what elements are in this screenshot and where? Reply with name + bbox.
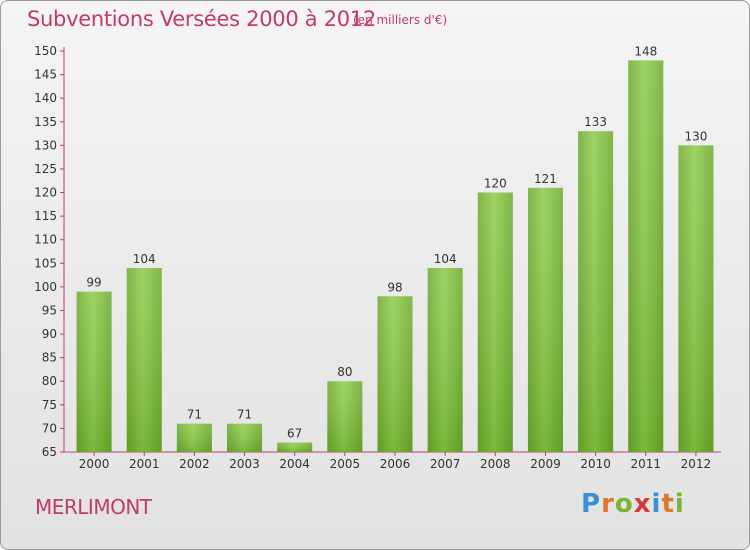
logo-letter: x	[633, 489, 652, 519]
y-tick-label: 135	[34, 115, 57, 129]
data-label: 98	[387, 280, 402, 294]
bar-shade-2000	[76, 291, 112, 452]
chart-title: Subventions Versées 2000 à 2012	[27, 7, 376, 31]
bar-shade-2009	[527, 187, 563, 452]
x-tick-label: 2012	[681, 457, 712, 471]
logo-letter: P	[581, 489, 602, 519]
data-label: 104	[133, 252, 156, 266]
y-tick-label: 120	[34, 186, 57, 200]
y-tick-label: 90	[42, 327, 57, 341]
y-tick-label: 115	[34, 209, 57, 223]
x-tick-label: 2004	[279, 457, 310, 471]
logo-letter: r	[601, 489, 615, 519]
y-tick-label: 145	[34, 68, 57, 82]
x-tick-label: 2009	[530, 457, 561, 471]
data-label: 80	[337, 365, 352, 379]
x-tick-label: 2005	[330, 457, 361, 471]
data-label: 71	[187, 408, 202, 422]
logo-letter: o	[614, 489, 634, 519]
x-tick-label: 2010	[580, 457, 611, 471]
x-tick-label: 2008	[480, 457, 511, 471]
data-label: 99	[86, 276, 101, 290]
data-label: 71	[237, 408, 252, 422]
data-label: 148	[634, 44, 657, 58]
x-tick-label: 2002	[179, 457, 210, 471]
bar-shade-2008	[477, 192, 513, 452]
y-tick-label: 80	[42, 374, 57, 388]
y-tick-label: 85	[42, 351, 57, 365]
y-tick-label: 75	[42, 398, 57, 412]
data-label: 67	[287, 427, 302, 441]
chart-unit: (en milliers d'€)	[353, 13, 448, 27]
y-tick-label: 105	[34, 256, 57, 270]
y-tick-label: 100	[34, 280, 57, 294]
y-tick-label: 65	[42, 445, 57, 459]
bar-shade-2002	[176, 423, 212, 452]
y-tick-label: 150	[34, 44, 57, 58]
y-tick-label: 130	[34, 138, 57, 152]
x-tick-label: 2000	[79, 457, 110, 471]
y-tick-label: 110	[34, 233, 57, 247]
x-tick-label: 2006	[380, 457, 411, 471]
bar-shade-2010	[578, 131, 614, 452]
logo-letter: t	[661, 489, 675, 519]
bar-shade-2007	[427, 268, 463, 452]
y-tick-label: 140	[34, 91, 57, 105]
data-label: 130	[684, 129, 707, 143]
bar-shade-2003	[227, 423, 263, 452]
bar-shade-2005	[327, 381, 363, 452]
data-label: 120	[484, 177, 507, 191]
bar-shade-2012	[678, 145, 714, 452]
data-label: 104	[434, 252, 457, 266]
x-tick-label: 2003	[229, 457, 260, 471]
bar-shade-2011	[628, 60, 664, 452]
x-tick-label: 2007	[430, 457, 461, 471]
data-label: 121	[534, 172, 557, 186]
bar-shade-2001	[126, 268, 162, 452]
bar-shade-2004	[277, 442, 313, 452]
commune-name: MERLIMONT	[35, 495, 152, 519]
bar-shade-2006	[377, 296, 413, 452]
y-tick-label: 70	[42, 421, 57, 435]
y-tick-label: 125	[34, 162, 57, 176]
logo-letter: i	[651, 489, 662, 519]
proxiti-logo: Proxiti	[581, 489, 685, 519]
y-tick-label: 95	[42, 303, 57, 317]
x-tick-label: 2001	[129, 457, 160, 471]
data-label: 133	[584, 115, 607, 129]
x-tick-label: 2011	[630, 457, 661, 471]
logo-letter: i	[674, 489, 685, 519]
